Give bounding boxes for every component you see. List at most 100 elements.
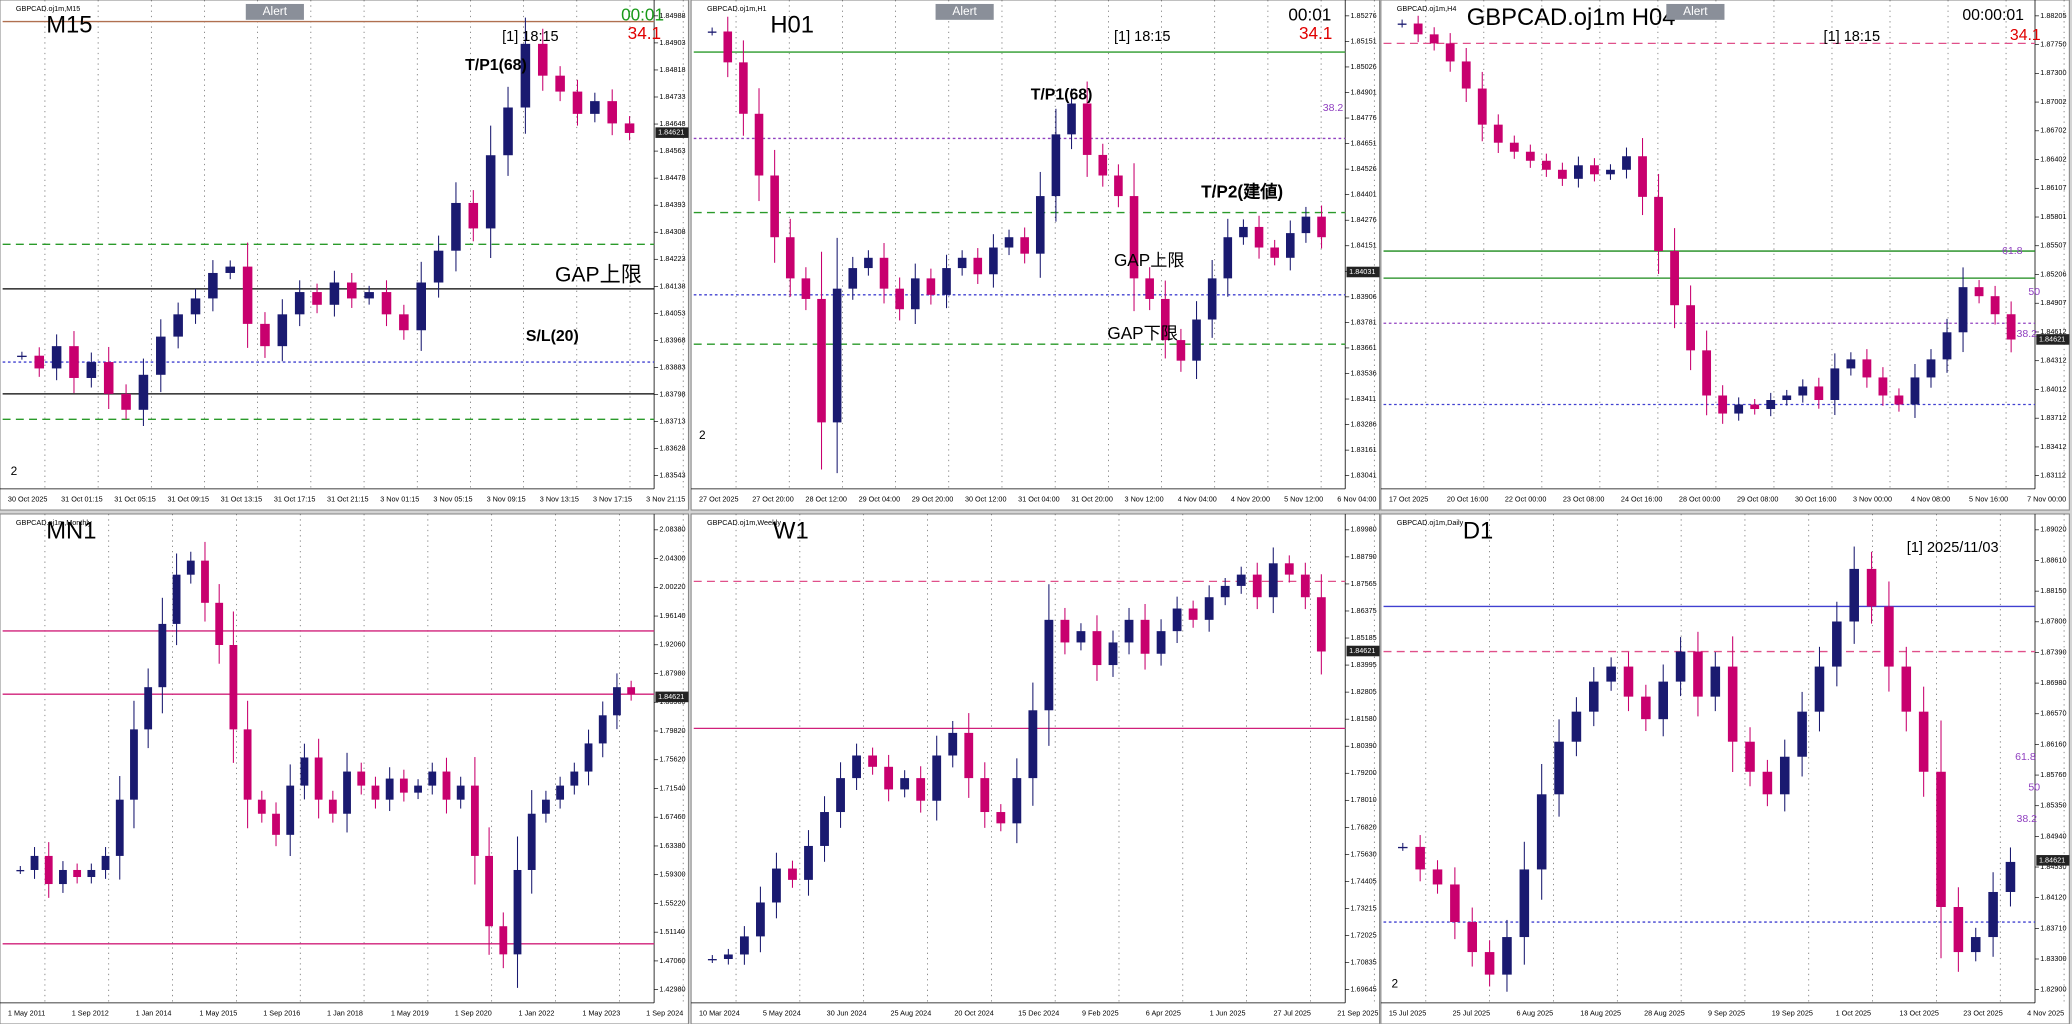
candle: [770, 175, 779, 238]
price-label: 1.86375: [1351, 606, 1377, 615]
candle: [229, 645, 238, 730]
candle: [1044, 619, 1054, 711]
current-price-box: [655, 691, 689, 703]
candle: [1051, 134, 1061, 197]
time-label: 28 Aug 2025: [1644, 1008, 1685, 1017]
price-label: 1.79200: [1351, 768, 1377, 777]
candle: [926, 278, 936, 295]
current-price: 1.84621: [2039, 334, 2065, 343]
candle: [1623, 666, 1634, 697]
candle: [144, 687, 153, 730]
price-label: 1.87980: [659, 668, 685, 677]
time-label: 31 Oct 05:15: [114, 494, 156, 503]
time-label: 3 Nov 01:15: [380, 494, 419, 503]
annotation: T/P1(68): [465, 57, 527, 74]
alert-label: Alert: [263, 4, 288, 18]
candle: [1076, 631, 1086, 643]
current-price-box: [655, 127, 689, 138]
candle: [1484, 952, 1495, 975]
candle: [1710, 666, 1721, 697]
annotation: 38.2: [1323, 102, 1344, 114]
price-label: 1.86107: [2040, 183, 2066, 192]
candle: [1884, 606, 1894, 667]
time-label: 9 Feb 2025: [1082, 1008, 1119, 1017]
candle: [1779, 756, 1790, 795]
price-label: 1.84776: [1351, 113, 1377, 122]
candle: [260, 323, 270, 347]
candle: [1129, 196, 1139, 279]
price-label: 1.84120: [2040, 893, 2066, 902]
candle: [1606, 666, 1616, 682]
candle: [364, 292, 374, 299]
candle: [1301, 216, 1311, 234]
candle: [201, 560, 209, 603]
candle: [1450, 884, 1460, 923]
candle: [957, 257, 967, 269]
annotation: 2: [1391, 977, 1398, 991]
candle: [470, 785, 479, 856]
price-label: 1.82900: [2040, 985, 2066, 994]
time-label: 1 Sep 2020: [455, 1008, 492, 1017]
candle: [973, 257, 983, 275]
annotation: 38.2: [2017, 328, 2038, 340]
candle: [1702, 350, 1712, 396]
annotation: T/P2(建値): [1201, 181, 1283, 201]
candle: [1970, 937, 1981, 953]
time-label: 3 Nov 12:00: [1125, 494, 1164, 503]
time-label: 3 Nov 17:15: [593, 494, 632, 503]
candle: [1502, 937, 1512, 975]
time-label: 29 Oct 04:00: [859, 494, 901, 503]
candle: [852, 755, 861, 779]
candle: [277, 314, 288, 347]
time-label: 3 Nov 09:15: [487, 494, 526, 503]
candle: [1622, 156, 1631, 170]
price-label: 1.74405: [1351, 876, 1377, 885]
candle: [739, 62, 748, 114]
candle: [329, 282, 340, 305]
candle: [69, 346, 79, 378]
candle: [948, 732, 958, 756]
time-label: 25 Aug 2024: [891, 1008, 932, 1017]
time-label: 5 Nov 16:00: [1969, 494, 2008, 503]
candle: [1849, 568, 1859, 622]
candle: [17, 355, 27, 358]
candle: [456, 785, 465, 800]
candle: [1160, 298, 1170, 341]
time-label: 3 Nov 00:00: [1853, 494, 1892, 503]
time-label: 4 Nov 04:00: [1178, 494, 1217, 503]
candle: [1641, 696, 1651, 720]
candle: [1910, 377, 1920, 405]
panel-bg: [0, 0, 689, 511]
candle: [272, 813, 280, 835]
current-price: 1.84031: [1349, 267, 1375, 276]
annotation: 34.1: [2010, 27, 2041, 44]
price-label: 2.08380: [659, 525, 685, 534]
candle: [624, 123, 635, 133]
candle: [1638, 156, 1647, 197]
candle: [300, 757, 309, 786]
candle: [385, 778, 394, 800]
candle: [115, 799, 124, 856]
candle: [433, 250, 444, 283]
candle: [1317, 216, 1326, 238]
time-label: 27 Oct 2025: [699, 494, 739, 503]
candle: [627, 687, 636, 695]
candle: [1035, 196, 1045, 254]
panel-bg: [0, 513, 689, 1024]
price-label: 1.69645: [1351, 985, 1377, 994]
time-label: 15 Dec 2024: [1018, 1008, 1059, 1017]
time-label: 3 Nov 13:15: [540, 494, 579, 503]
candle: [1223, 237, 1233, 279]
time-label: 29 Oct 08:00: [1737, 494, 1779, 503]
candle: [1541, 160, 1551, 170]
price-label: 2.00220: [659, 582, 685, 591]
candle: [59, 869, 67, 885]
candle: [485, 855, 494, 927]
candle: [820, 812, 829, 846]
price-label: 1.87565: [1351, 579, 1377, 588]
candle: [572, 91, 583, 114]
time-label: 19 Sep 2025: [1772, 1008, 1813, 1017]
price-label: 1.84907: [2040, 298, 2066, 307]
time-label: 25 Jul 2025: [1453, 1008, 1491, 1017]
price-label: 1.63380: [659, 841, 685, 850]
